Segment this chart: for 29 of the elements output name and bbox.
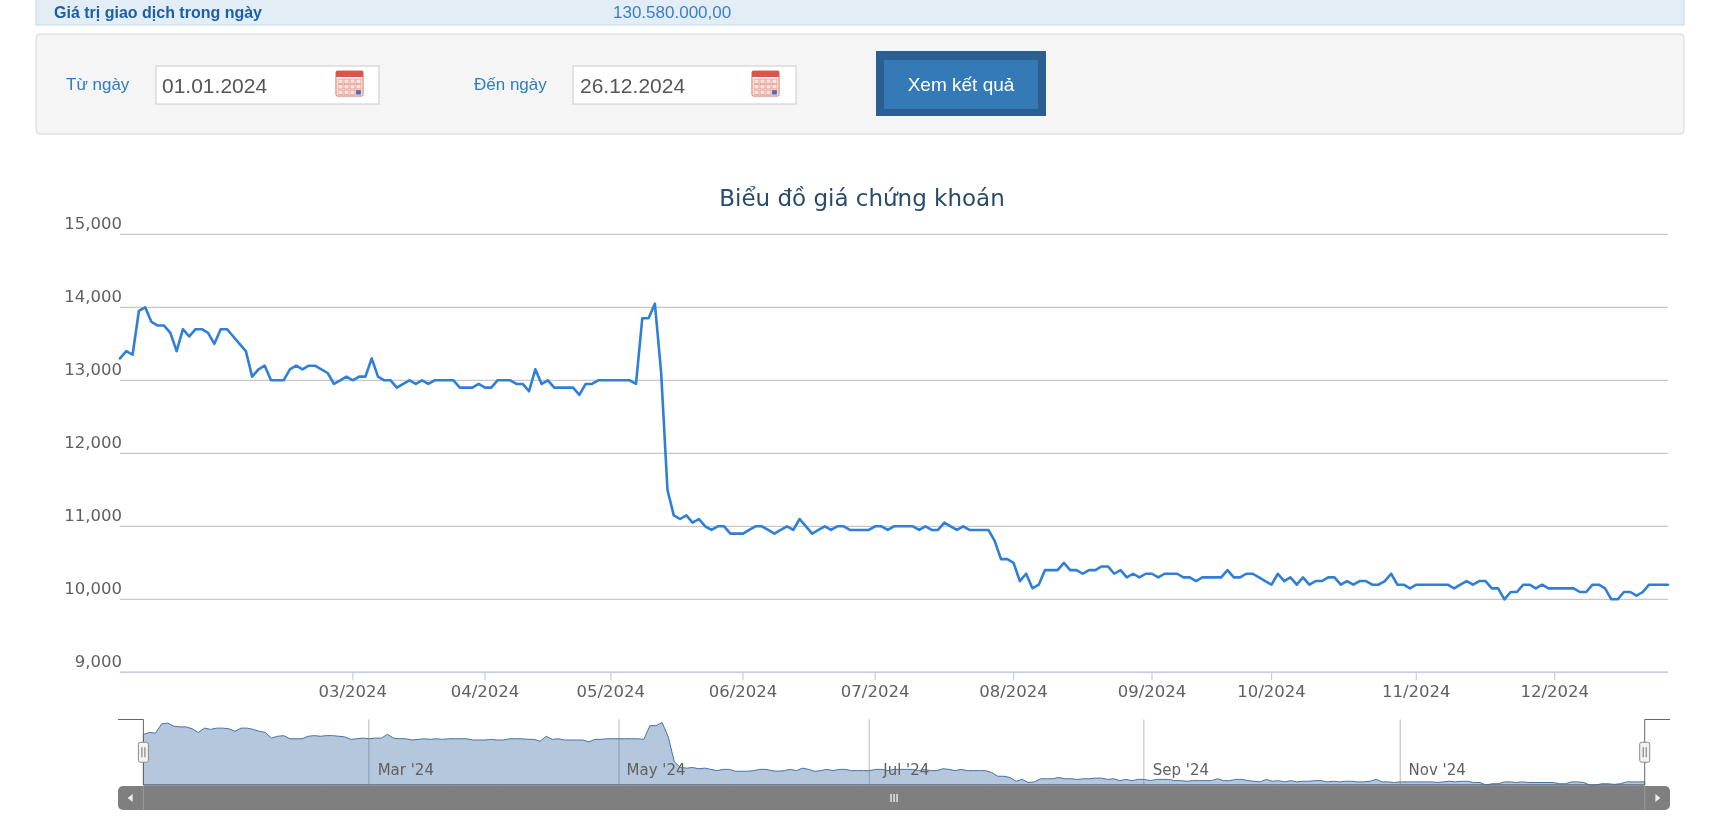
text: Từ ngày	[66, 75, 130, 94]
text: Xem kết quả	[907, 74, 1015, 95]
x-tick-label: 10/2024	[1237, 682, 1306, 701]
x-tick-label: Mar '24	[377, 761, 434, 779]
x-tick-label: 08/2024	[979, 682, 1048, 701]
y-tick-label: 13,000	[64, 360, 122, 380]
y-tick-label: 9,000	[74, 652, 122, 672]
x-tick-label: 12/2024	[1520, 682, 1590, 701]
text: 130.580.000,00	[613, 3, 732, 22]
chart-title: Biểu đồ giá chứng khoán	[719, 185, 1005, 211]
x-tick-label: 09/2024	[1117, 682, 1187, 701]
text: Đến ngày	[474, 75, 548, 94]
x-tick-label: 06/2024	[708, 682, 778, 701]
x-tick-label: Sep '24	[1152, 761, 1210, 779]
y-tick-label: 15,000	[64, 214, 122, 234]
text: 26.12.2024	[580, 74, 686, 97]
y-tick-label: 14,000	[64, 287, 122, 307]
text: Giá trị giao dịch trong ngày	[54, 4, 263, 21]
x-tick-label: 03/2024	[318, 682, 388, 701]
x-tick-label: Nov '24	[1408, 761, 1466, 779]
x-tick-label: 04/2024	[450, 682, 520, 701]
y-tick-label: 12,000	[64, 433, 122, 453]
x-tick-label: 05/2024	[576, 682, 646, 701]
x-tick-label: 11/2024	[1382, 682, 1451, 701]
x-tick-label: May '24	[626, 761, 686, 779]
y-tick-label: 10,000	[64, 579, 122, 599]
text: 01.01.2024	[162, 74, 268, 97]
x-tick-label: 07/2024	[840, 682, 910, 701]
y-tick-label: 11,000	[64, 506, 122, 526]
